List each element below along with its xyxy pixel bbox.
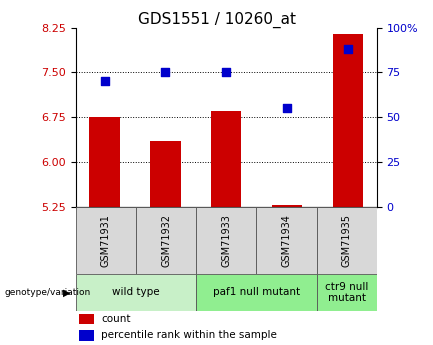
Text: GSM71932: GSM71932 — [161, 214, 171, 267]
Bar — [317, 274, 377, 310]
Bar — [272, 205, 302, 207]
Text: ▶: ▶ — [63, 288, 71, 297]
Text: GSM71931: GSM71931 — [101, 214, 111, 267]
Text: percentile rank within the sample: percentile rank within the sample — [101, 331, 277, 341]
Bar — [333, 33, 363, 207]
Bar — [256, 207, 317, 274]
Bar — [79, 330, 94, 341]
Point — [223, 70, 230, 75]
Bar — [196, 274, 317, 310]
Point — [344, 46, 351, 52]
Bar — [211, 111, 242, 207]
Text: GSM71933: GSM71933 — [221, 214, 231, 267]
Bar — [76, 274, 196, 310]
Bar — [90, 117, 120, 207]
Bar — [76, 207, 136, 274]
Point — [162, 70, 169, 75]
Point — [284, 106, 291, 111]
Text: GDS1551 / 10260_at: GDS1551 / 10260_at — [138, 12, 295, 28]
Text: paf1 null mutant: paf1 null mutant — [213, 287, 300, 297]
Bar — [79, 314, 94, 324]
Bar — [196, 207, 256, 274]
Text: genotype/variation: genotype/variation — [4, 288, 90, 297]
Text: wild type: wild type — [112, 287, 160, 297]
Text: GSM71934: GSM71934 — [281, 214, 291, 267]
Bar — [150, 141, 181, 207]
Point — [101, 79, 108, 84]
Bar — [317, 207, 377, 274]
Text: GSM71935: GSM71935 — [342, 214, 352, 267]
Bar — [136, 207, 196, 274]
Text: count: count — [101, 314, 131, 324]
Text: ctr9 null
mutant: ctr9 null mutant — [325, 282, 368, 303]
